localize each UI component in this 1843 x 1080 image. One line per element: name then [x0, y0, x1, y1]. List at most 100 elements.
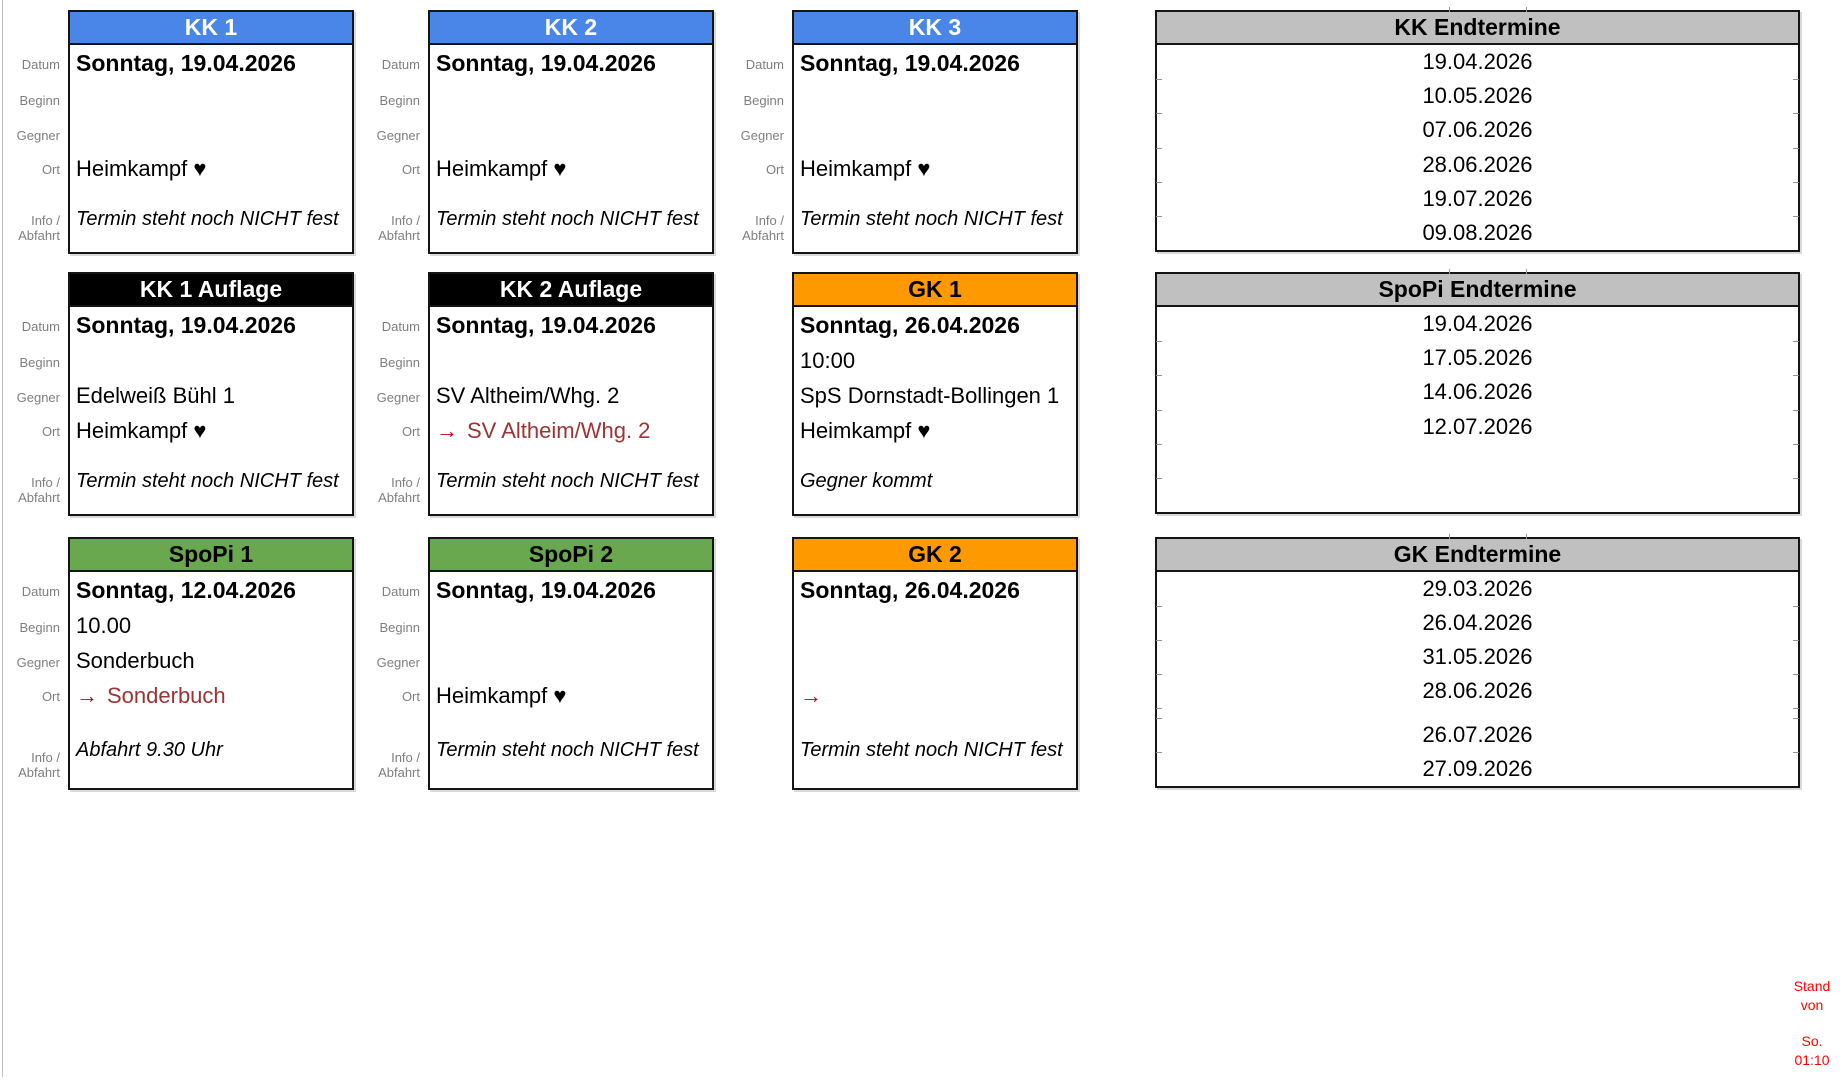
card-row-ort: Heimkampf ♥ [70, 413, 352, 448]
match-card: GK 1 Sonntag, 26.04.2026 10:00 SpS Dorns… [792, 272, 1078, 516]
card-row-beginn [430, 608, 712, 643]
card-row-info: Termin steht noch NICHT fest [436, 469, 699, 492]
card-body: Sonntag, 19.04.2026 Edelweiß Bühl 1 Heim… [70, 307, 352, 514]
panel-header: GK Endtermine [1157, 539, 1798, 572]
row-label-beginn: Beginn [743, 93, 784, 108]
panel-header: KK Endtermine [1157, 12, 1798, 45]
row-label-info-abfahrt: Info / Abfahrt [378, 750, 420, 780]
card-row-beginn [430, 343, 712, 378]
card-body: Sonntag, 19.04.2026 Heimkampf ♥ Termin s… [430, 45, 712, 252]
row-label-ort: Ort [401, 424, 420, 439]
row-label-beginn: Beginn [19, 93, 60, 108]
card-body: Sonntag, 26.04.2026 → Termin steht noch … [794, 572, 1076, 788]
card-body: Sonntag, 19.04.2026 Heimkampf ♥ Termin s… [430, 572, 712, 788]
row-label-beginn: Beginn [379, 93, 420, 108]
away-arrow-icon: → [800, 682, 822, 708]
sheet-left-border-line [2, 0, 3, 1077]
card-row-ort: Heimkampf ♥ [70, 151, 352, 186]
panel-title: GK Endtermine [1393, 541, 1562, 567]
card-row-info: Gegner kommt [800, 469, 933, 492]
panel-kk-endtermine: KK Endtermine 19.04.2026 10.05.2026 07.0… [1155, 7, 1800, 252]
date-row: 28.06.2026 [1156, 674, 1799, 709]
row-label-gutter: Datum Beginn Gegner Ort Info / Abfahrt [362, 305, 420, 521]
card-header: KK 2 Auflage [430, 274, 712, 307]
card-row-beginn [430, 81, 712, 116]
date-row: 31.05.2026 [1156, 640, 1799, 675]
row-label-gegner: Gegner [16, 390, 60, 405]
card-spopi-1: Datum Beginn Gegner Ort Info / Abfahrt Sp… [2, 537, 356, 790]
row-label-datum: Datum [21, 584, 60, 599]
card-gk-1: GK 1 Sonntag, 26.04.2026 10:00 SpS Dorns… [726, 272, 1080, 524]
card-row-info: Termin steht noch NICHT fest [436, 739, 699, 761]
date-row: 28.06.2026 [1156, 148, 1799, 183]
card-kk-1-auflage: Datum Beginn Gegner Ort Info / Abfahrt KK… [2, 272, 356, 524]
card-header: KK 1 [70, 12, 352, 45]
card-row-ort: → Sonderbuch [70, 678, 352, 713]
card-row-info: Termin steht noch NICHT fest [76, 207, 339, 230]
panel-gk-endtermine: GK Endtermine 29.03.2026 26.04.2026 31.0… [1155, 534, 1800, 788]
stand-label: Stand von [1793, 978, 1831, 1013]
row-label-gegner: Gegner [740, 128, 784, 143]
card-row-ort: Heimkampf ♥ [430, 678, 712, 713]
row-label-datum: Datum [745, 57, 784, 72]
row-label-gutter: Datum Beginn Gegner Ort Info / Abfahrt [362, 43, 420, 259]
ort-value: Heimkampf ♥ [76, 417, 207, 443]
match-card: KK 1 Auflage Sonntag, 19.04.2026 Edelwei… [68, 272, 354, 516]
card-row-beginn [794, 608, 1076, 643]
row-label-gegner: Gegner [16, 655, 60, 670]
match-card: GK 2 Sonntag, 26.04.2026 → Termin steht … [792, 537, 1078, 790]
match-card: KK 3 Sonntag, 19.04.2026 Heimkampf ♥ Ter… [792, 10, 1078, 254]
card-row-info: Termin steht noch NICHT fest [436, 207, 699, 230]
card-row-datum: Sonntag, 26.04.2026 [800, 576, 1020, 603]
card-row-beginn [70, 81, 352, 116]
card-row-datum: Sonntag, 26.04.2026 [800, 311, 1020, 338]
ort-value: Heimkampf ♥ [436, 155, 567, 181]
row-label-gegner: Gegner [376, 655, 420, 670]
card-row-gegner: SpS Dornstadt-Bollingen 1 [800, 382, 1060, 408]
card-title: SpoPi 1 [168, 541, 254, 567]
date-row: 19.04.2026 [1156, 307, 1799, 343]
card-header: KK 1 Auflage [70, 274, 352, 307]
card-row-ort: → SV Altheim/Whg. 2 [430, 413, 712, 448]
stand-timestamp-note: Stand von So. 01:10 [1783, 977, 1841, 1070]
card-row-gegner: Edelweiß Bühl 1 [76, 382, 235, 408]
date-row-empty [1157, 478, 1798, 512]
row-label-datum: Datum [381, 319, 420, 334]
card-title: KK 1 [184, 14, 238, 40]
date-row: 10.05.2026 [1156, 79, 1799, 115]
card-row-beginn: 10.00 [76, 612, 132, 638]
match-card: SpoPi 1 Sonntag, 12.04.2026 10.00 Sonder… [68, 537, 354, 790]
row-label-gutter: Datum Beginn Gegner Ort Info / Abfahrt [2, 305, 60, 521]
card-body: Sonntag, 19.04.2026 SV Altheim/Whg. 2 → S… [430, 307, 712, 514]
card-row-gegner [70, 116, 352, 151]
card-row-gegner [430, 643, 712, 678]
card-header: GK 1 [794, 274, 1076, 307]
date-row: 26.07.2026 [1156, 718, 1799, 753]
card-row-ort: → [794, 678, 1076, 713]
row-label-info-abfahrt: Info / Abfahrt [742, 213, 784, 243]
card-row-datum: Sonntag, 19.04.2026 [76, 49, 296, 76]
card-row-datum: Sonntag, 19.04.2026 [76, 311, 296, 338]
card-kk-2: Datum Beginn Gegner Ort Info / Abfahrt KK… [362, 10, 716, 262]
row-label-gutter: Datum Beginn Gegner Ort Info / Abfahrt [362, 570, 420, 786]
card-header: SpoPi 1 [70, 539, 352, 572]
row-label-ort: Ort [765, 162, 784, 177]
card-body: Sonntag, 19.04.2026 Heimkampf ♥ Termin s… [794, 45, 1076, 252]
row-label-beginn: Beginn [19, 355, 60, 370]
card-row-datum: Sonntag, 19.04.2026 [436, 311, 656, 338]
card-row-datum: Sonntag, 19.04.2026 [436, 576, 656, 603]
row-label-info-abfahrt: Info / Abfahrt [378, 213, 420, 243]
match-card: KK 1 Sonntag, 19.04.2026 Heimkampf ♥ Ter… [68, 10, 354, 254]
row-label-gegner: Gegner [376, 390, 420, 405]
date-list: 29.03.2026 26.04.2026 31.05.2026 28.06.2… [1156, 572, 1799, 786]
panel-title: SpoPi Endtermine [1378, 276, 1577, 302]
row-label-datum: Datum [21, 57, 60, 72]
date-row: 29.03.2026 [1156, 572, 1799, 607]
row-label-beginn: Beginn [379, 620, 420, 635]
date-row: 19.07.2026 [1156, 182, 1799, 218]
ort-value: Heimkampf ♥ [76, 155, 207, 181]
date-list: 19.04.2026 10.05.2026 07.06.2026 28.06.2… [1156, 45, 1799, 250]
card-header: GK 2 [794, 539, 1076, 572]
match-card: KK 2 Sonntag, 19.04.2026 Heimkampf ♥ Ter… [428, 10, 714, 254]
card-row-gegner [794, 643, 1076, 678]
